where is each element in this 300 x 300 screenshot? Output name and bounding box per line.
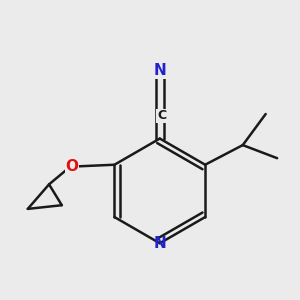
Text: N: N: [153, 63, 166, 78]
Text: C: C: [157, 109, 166, 122]
Text: N: N: [153, 236, 166, 251]
Text: O: O: [65, 159, 79, 174]
